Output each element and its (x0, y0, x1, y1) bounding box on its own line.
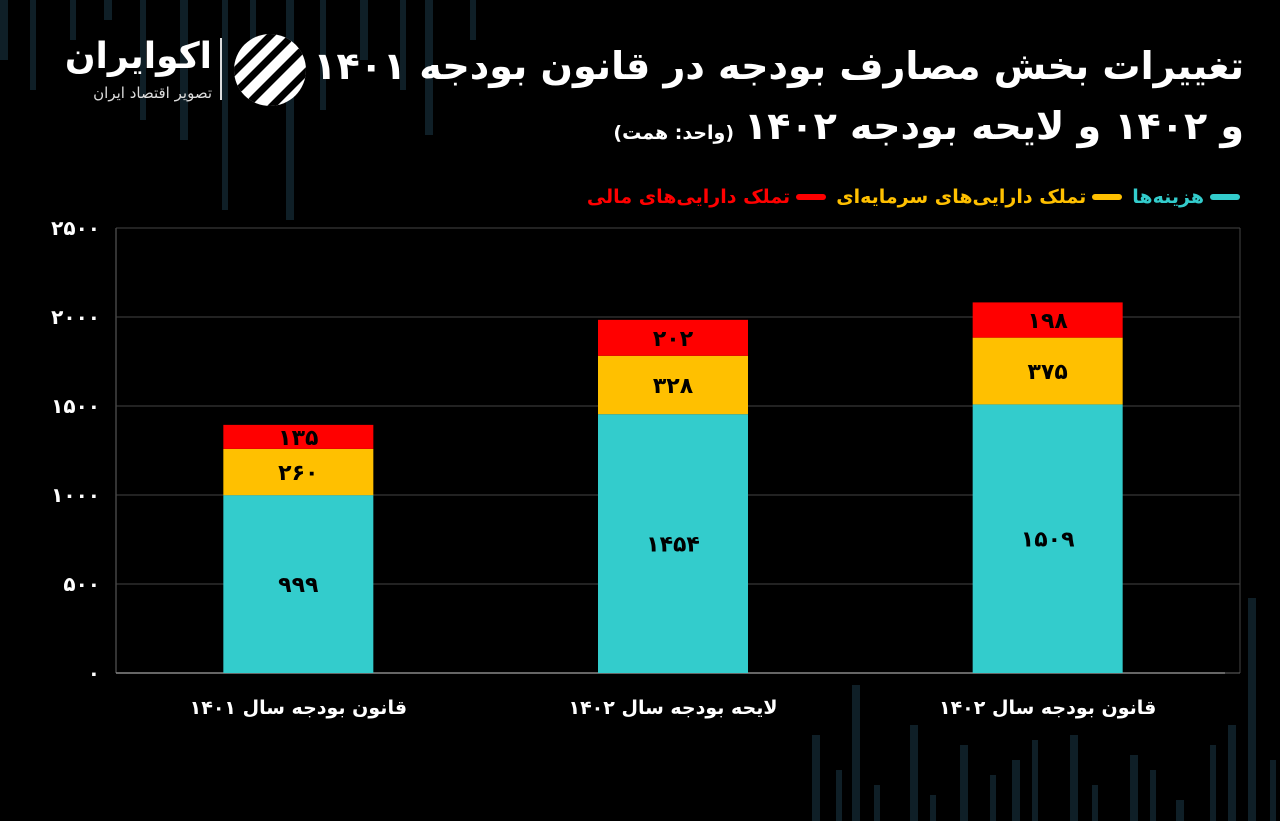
legend-item-capital-assets: تملک دارایی‌های سرمایه‌ای (836, 186, 1123, 208)
decorative-bar (104, 0, 112, 20)
data-label: ۱۳۵ (278, 426, 318, 451)
brand-logo: اکوایران تصویر اقتصاد ایران (48, 30, 318, 110)
brand-tagline: تصویر اقتصاد ایران (93, 84, 212, 102)
decorative-bar (222, 0, 228, 210)
decorative-bar (0, 0, 8, 60)
chart-legend: هزینه‌ها تملک دارایی‌های سرمایه‌ای تملک … (587, 186, 1240, 208)
decorative-bar (1270, 760, 1276, 821)
y-tick-label: ۰ (88, 661, 100, 685)
decorative-bar (910, 725, 918, 821)
unit-note: (واحد: همت) (613, 122, 735, 144)
data-label: ۱۵۰۹ (1021, 528, 1075, 553)
legend-item-expenses: هزینه‌ها (1132, 186, 1240, 208)
bar-segment (598, 319, 748, 356)
decorative-bar (1248, 598, 1256, 821)
data-label: ۳۲۸ (653, 374, 694, 399)
logo-divider (220, 38, 222, 100)
decorative-bar (1012, 760, 1020, 821)
data-label: ۱۹۸ (1028, 309, 1069, 334)
y-tick-label: ۲۵۰۰ (51, 216, 100, 240)
bar-segment (972, 302, 1123, 338)
decorative-bar (1032, 740, 1038, 821)
decorative-bar (180, 0, 188, 140)
decorative-bar (1150, 770, 1156, 821)
chart-title-line-2-text: و ۱۴۰۲ و لایحه بودجه ۱۴۰۲ (744, 104, 1244, 148)
decorative-bar (874, 785, 880, 821)
chart-title-line-2: و ۱۴۰۲ و لایحه بودجه ۱۴۰۲ (واحد: همت) (424, 104, 1244, 148)
decorative-bar (250, 0, 256, 70)
decorative-bar (960, 745, 968, 821)
data-label: ۲۶۰ (278, 461, 318, 486)
y-tick-label: ۲۰۰۰ (51, 305, 100, 329)
decorative-bar (812, 735, 820, 821)
bar-segment (598, 355, 748, 415)
decorative-bar (400, 0, 406, 90)
decorative-bar (1210, 745, 1216, 821)
bar-segment (223, 495, 374, 673)
decorative-bar (930, 795, 936, 821)
y-tick-label: ۱۵۰۰ (51, 394, 100, 418)
bar-segment (972, 404, 1123, 673)
y-tick-label: ۱۰۰۰ (51, 483, 100, 507)
decorative-bar (360, 0, 368, 60)
legend-swatch-capital-assets (1092, 194, 1123, 200)
legend-label-expenses: هزینه‌ها (1132, 186, 1204, 208)
decorative-bar (320, 0, 326, 110)
bar-segment (598, 414, 748, 673)
legend-swatch-financial-assets (796, 194, 827, 200)
x-tick-label: قانون بودجه سال ۱۴۰۲ (939, 697, 1156, 719)
bar-segment (223, 448, 374, 496)
y-tick-label: ۵۰۰ (63, 572, 100, 596)
decorative-bar (852, 685, 860, 821)
decorative-bar (425, 0, 433, 135)
data-label: ۳۷۵ (1028, 360, 1068, 385)
decorative-bar (140, 0, 146, 120)
data-label: ۹۹۹ (278, 573, 318, 598)
decorative-bar (286, 0, 294, 220)
legend-item-financial-assets: تملک دارایی‌های مالی (586, 186, 827, 208)
decorative-bar (1070, 735, 1078, 821)
brand-name: اکوایران (64, 36, 212, 77)
decorative-bar (70, 0, 76, 40)
legend-swatch-expenses (1210, 194, 1240, 200)
x-tick-label: لایحه بودجه سال ۱۴۰۲ (568, 697, 777, 719)
decorative-bar (1130, 755, 1138, 821)
decorative-bar (1092, 785, 1098, 821)
bar-segment (972, 337, 1123, 405)
legend-label-capital-assets: تملک دارایی‌های سرمایه‌ای (836, 186, 1087, 208)
decorative-bar (30, 0, 36, 90)
brand-mark-icon (234, 34, 306, 106)
bar-segment (223, 424, 374, 449)
decorative-bar (836, 770, 842, 821)
decorative-bar (1176, 800, 1184, 821)
chart-title-line-1: تغییرات بخش مصارف بودجه در قانون بودجه ۱… (313, 44, 1244, 88)
decorative-bar (990, 775, 996, 821)
decorative-bar (470, 0, 476, 40)
x-tick-label: قانون بودجه سال ۱۴۰۱ (190, 697, 407, 719)
data-label: ۲۰۲ (653, 327, 694, 352)
legend-label-financial-assets: تملک دارایی‌های مالی (586, 186, 791, 208)
decorative-bar (1228, 725, 1236, 821)
data-label: ۱۴۵۴ (646, 533, 700, 558)
